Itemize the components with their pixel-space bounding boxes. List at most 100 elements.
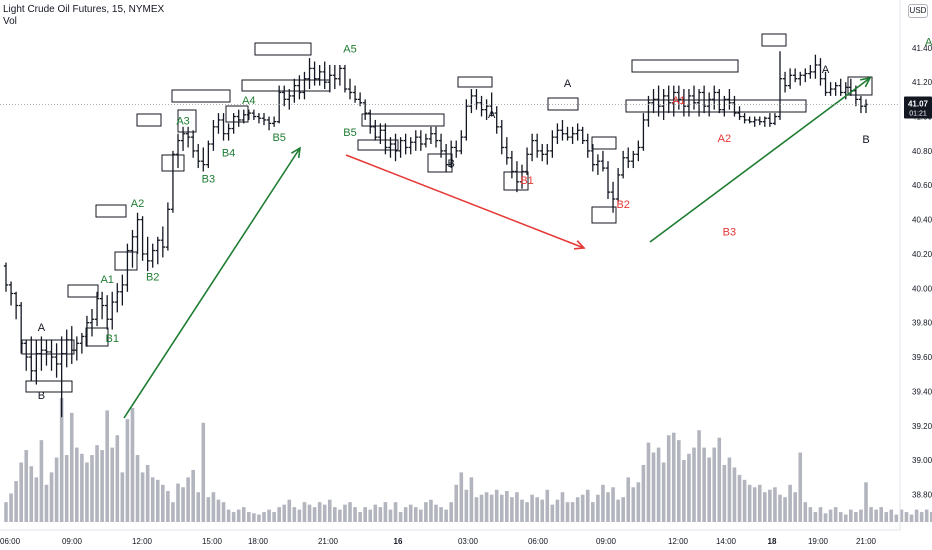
ohlc-bar (413, 130, 418, 151)
ohlc-bar (863, 99, 869, 114)
volume-bar (277, 507, 281, 522)
downtrend-arrow-shaft (345, 154, 585, 249)
ohlc-bar (757, 116, 762, 126)
volume-bar (671, 432, 676, 522)
volume-bar (924, 509, 929, 522)
volume-bar (515, 492, 519, 522)
ohlc-bar (322, 61, 327, 90)
last-price-value: 41.07 (908, 99, 929, 108)
time-tick-label: 09:00 (62, 537, 83, 546)
volume-bar (302, 502, 307, 522)
volume-bar (393, 502, 398, 522)
ohlc-bar (125, 243, 130, 292)
volume-bar (555, 499, 560, 522)
currency-badge[interactable]: USD (908, 4, 928, 18)
volume-bar (419, 509, 423, 522)
ohlc-bar (287, 89, 292, 110)
ohlc-bar (615, 168, 621, 203)
volume-bar (140, 472, 145, 522)
volume-bar (697, 430, 701, 522)
volume-bar (874, 509, 878, 522)
volume-bar (272, 512, 276, 522)
price-tick-label: 40.20 (912, 250, 932, 259)
volume-bar (191, 469, 195, 522)
volume-bar (110, 447, 115, 522)
ohlc-bar (155, 236, 160, 265)
ohlc-bar (357, 92, 363, 107)
volume-bar (34, 477, 39, 522)
price-tick-label: 40.40 (912, 216, 932, 225)
ohlc-bar (403, 133, 408, 155)
time-tick-label: 18 (768, 537, 777, 546)
volume-bar (186, 477, 190, 522)
annotation-label: B (448, 158, 455, 170)
ohlc-bar (150, 243, 155, 268)
ohlc-bar (84, 315, 90, 347)
ohlc-bar (737, 106, 742, 120)
ohlc-bar (590, 144, 596, 172)
volume-bar (444, 509, 448, 522)
annotation-label: B3 (202, 173, 215, 185)
volume-bar (479, 494, 484, 522)
ohlc-bar (641, 113, 646, 151)
volume-bar (601, 484, 605, 522)
volume-bar (115, 435, 120, 522)
volume-bar (378, 507, 383, 522)
volume-bar (231, 512, 236, 522)
ohlc-bar (560, 119, 565, 141)
volume-bar (773, 487, 777, 522)
ohlc-bar (271, 116, 277, 127)
ohlc-bar (792, 68, 798, 83)
ohlc-bar (545, 144, 550, 165)
range-box-b (25, 380, 73, 393)
volume-bar (282, 504, 287, 522)
volume-bar (348, 502, 352, 522)
ohlc-bar (605, 161, 611, 199)
ohlc-bar (44, 339, 49, 366)
ohlc-bar (484, 99, 489, 120)
ohlc-bar (13, 291, 19, 320)
ohlc-bar (818, 58, 823, 86)
volume-bar (105, 410, 109, 522)
ohlc-bar (266, 116, 272, 131)
volume-bar (828, 509, 833, 522)
volume-bar (636, 482, 641, 522)
volume-bar (226, 509, 231, 522)
volume-bar (692, 447, 696, 522)
range-box-b5 (241, 79, 331, 92)
ohlc-bar (423, 133, 429, 148)
ohlc-bar (211, 119, 216, 151)
ohlc-bar (160, 226, 166, 258)
volume-bar (742, 479, 747, 522)
volume-bar (196, 492, 201, 522)
volume-bar (859, 509, 863, 522)
ohlc-bar (570, 126, 575, 145)
volume-bar (181, 487, 185, 522)
ohlc-bar (337, 64, 343, 86)
volume-bar (783, 497, 787, 522)
ohlc-bar (565, 126, 570, 141)
volume-bar (813, 512, 818, 522)
volume-bar (864, 482, 868, 522)
volume-bar (489, 494, 494, 522)
volume-bar (904, 512, 909, 522)
ohlc-bar (115, 283, 120, 313)
downtrend-arrow-head (573, 240, 586, 250)
volume-bar (29, 466, 34, 522)
volume-bar (677, 440, 681, 522)
ohlc-bar (626, 147, 631, 169)
volume-bar (484, 492, 489, 522)
uptrend-arrow-head (291, 146, 302, 159)
price-tick-label: 40.80 (912, 147, 932, 156)
volume-bar (808, 507, 813, 522)
volume-bar (525, 502, 529, 522)
ohlc-bar (620, 150, 626, 179)
volume-bar (130, 407, 135, 522)
pivot-box-b2-red (503, 171, 529, 191)
ohlc-bar (529, 133, 535, 162)
ohlc-bar (110, 291, 115, 330)
price-tick-label: 39.80 (912, 319, 932, 328)
volume-bar (408, 504, 413, 522)
ohlc-bar (833, 82, 838, 96)
